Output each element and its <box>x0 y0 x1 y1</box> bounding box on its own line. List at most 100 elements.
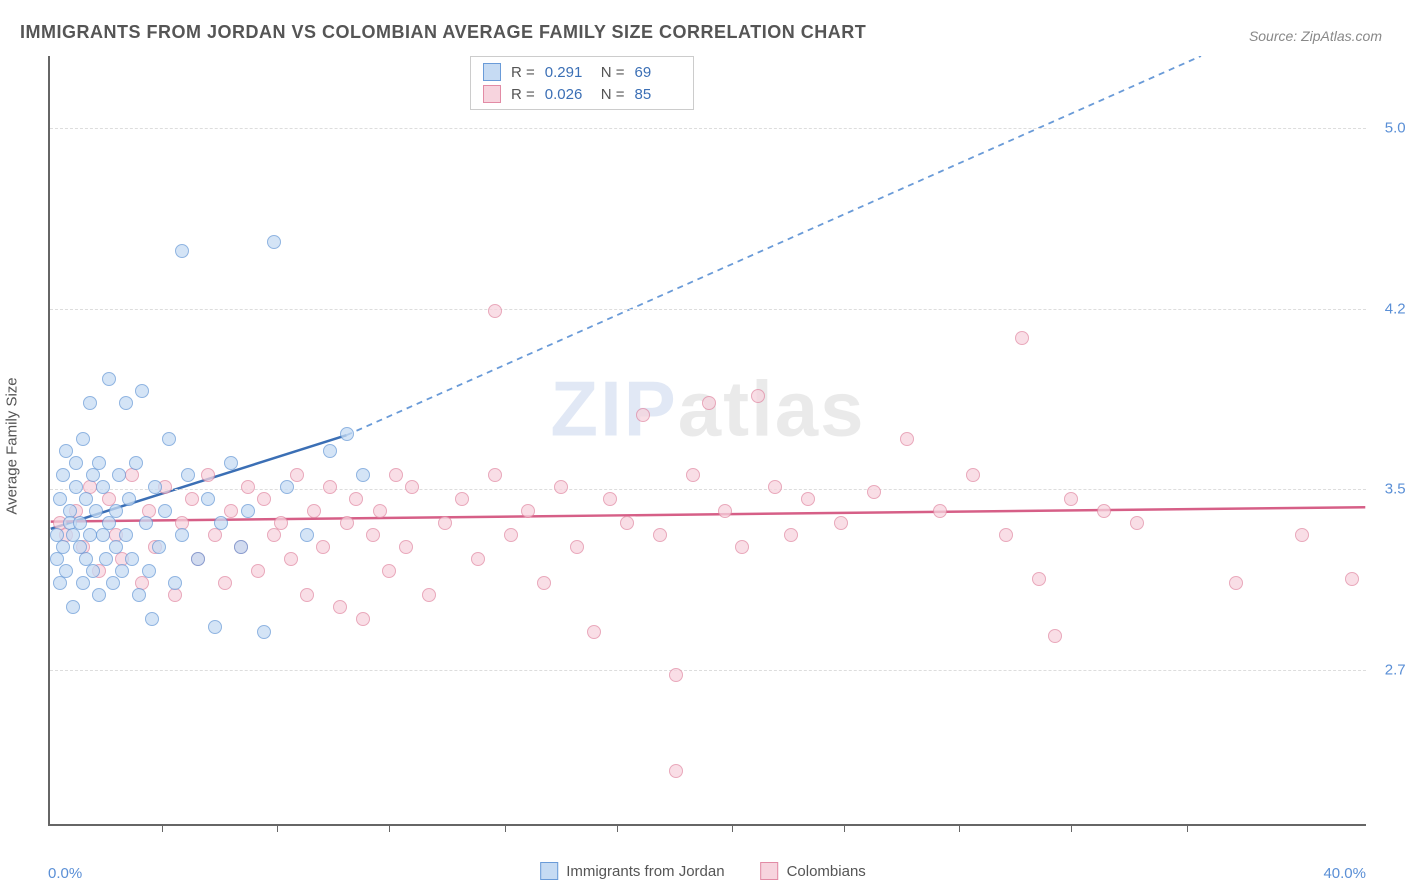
data-point-colombian <box>333 600 347 614</box>
data-point-colombian <box>1229 576 1243 590</box>
data-point-jordan <box>112 468 126 482</box>
r-value-jordan: 0.291 <box>545 64 591 81</box>
data-point-jordan <box>224 456 238 470</box>
data-point-colombian <box>274 516 288 530</box>
n-value-colombian: 85 <box>635 86 681 103</box>
data-point-colombian <box>735 540 749 554</box>
data-point-jordan <box>89 504 103 518</box>
data-point-colombian <box>422 588 436 602</box>
x-tick <box>389 824 390 832</box>
data-point-jordan <box>152 540 166 554</box>
data-point-colombian <box>356 612 370 626</box>
data-point-jordan <box>76 576 90 590</box>
data-point-jordan <box>175 244 189 258</box>
data-point-jordan <box>92 456 106 470</box>
data-point-colombian <box>405 480 419 494</box>
data-point-jordan <box>323 444 337 458</box>
data-point-colombian <box>933 504 947 518</box>
data-point-jordan <box>191 552 205 566</box>
data-point-jordan <box>201 492 215 506</box>
data-point-jordan <box>181 468 195 482</box>
data-point-jordan <box>83 396 97 410</box>
x-tick <box>505 824 506 832</box>
data-point-jordan <box>208 620 222 634</box>
data-point-colombian <box>784 528 798 542</box>
bottom-legend: Immigrants from Jordan Colombians <box>540 862 866 880</box>
data-point-jordan <box>267 235 281 249</box>
data-point-jordan <box>214 516 228 530</box>
data-point-jordan <box>76 432 90 446</box>
data-point-jordan <box>129 456 143 470</box>
data-point-jordan <box>96 480 110 494</box>
r-label: R = <box>511 86 535 103</box>
stats-legend: R = 0.291 N = 69 R = 0.026 N = 85 <box>470 56 694 110</box>
data-point-jordan <box>175 528 189 542</box>
data-point-colombian <box>554 480 568 494</box>
data-point-colombian <box>587 625 601 639</box>
data-point-jordan <box>99 552 113 566</box>
data-point-colombian <box>323 480 337 494</box>
data-point-jordan <box>56 540 70 554</box>
data-point-jordan <box>162 432 176 446</box>
data-point-jordan <box>135 384 149 398</box>
data-point-colombian <box>669 764 683 778</box>
data-point-jordan <box>125 552 139 566</box>
data-point-jordan <box>69 480 83 494</box>
trend-lines <box>50 56 1366 824</box>
data-point-colombian <box>1064 492 1078 506</box>
data-point-jordan <box>168 576 182 590</box>
data-point-colombian <box>168 588 182 602</box>
gridline <box>50 309 1366 310</box>
data-point-colombian <box>316 540 330 554</box>
data-point-jordan <box>83 528 97 542</box>
data-point-jordan <box>115 564 129 578</box>
data-point-jordan <box>106 576 120 590</box>
x-tick <box>844 824 845 832</box>
y-tick-label: 2.75 <box>1372 661 1406 678</box>
data-point-jordan <box>340 427 354 441</box>
data-point-colombian <box>300 588 314 602</box>
data-point-jordan <box>119 528 133 542</box>
r-label: R = <box>511 64 535 81</box>
data-point-colombian <box>768 480 782 494</box>
data-point-jordan <box>109 504 123 518</box>
data-point-colombian <box>1097 504 1111 518</box>
data-point-colombian <box>636 408 650 422</box>
data-point-colombian <box>653 528 667 542</box>
data-point-jordan <box>241 504 255 518</box>
data-point-jordan <box>69 456 83 470</box>
data-point-colombian <box>1130 516 1144 530</box>
data-point-colombian <box>241 480 255 494</box>
data-point-jordan <box>300 528 314 542</box>
data-point-colombian <box>1345 572 1359 586</box>
data-point-jordan <box>96 528 110 542</box>
data-point-colombian <box>267 528 281 542</box>
data-point-jordan <box>59 564 73 578</box>
x-tick <box>277 824 278 832</box>
data-point-colombian <box>257 492 271 506</box>
data-point-colombian <box>488 468 502 482</box>
data-point-jordan <box>92 588 106 602</box>
stats-row-jordan: R = 0.291 N = 69 <box>483 61 681 83</box>
data-point-colombian <box>488 304 502 318</box>
y-tick-label: 5.00 <box>1372 120 1406 137</box>
n-label: N = <box>601 64 625 81</box>
legend-label-colombian: Colombians <box>787 863 866 880</box>
data-point-colombian <box>718 504 732 518</box>
data-point-colombian <box>603 492 617 506</box>
swatch-colombian <box>483 85 501 103</box>
data-point-jordan <box>53 492 67 506</box>
data-point-colombian <box>1032 572 1046 586</box>
chart-title: IMMIGRANTS FROM JORDAN VS COLOMBIAN AVER… <box>20 22 866 43</box>
data-point-colombian <box>834 516 848 530</box>
x-tick <box>617 824 618 832</box>
data-point-jordan <box>119 396 133 410</box>
swatch-jordan-bottom <box>540 862 558 880</box>
plot-area: ZIPatlas R = 0.291 N = 69 R = 0.026 N = … <box>48 56 1366 826</box>
data-point-colombian <box>537 576 551 590</box>
data-point-colombian <box>438 516 452 530</box>
data-point-colombian <box>751 389 765 403</box>
y-tick-label: 4.25 <box>1372 300 1406 317</box>
data-point-jordan <box>56 468 70 482</box>
data-point-colombian <box>251 564 265 578</box>
